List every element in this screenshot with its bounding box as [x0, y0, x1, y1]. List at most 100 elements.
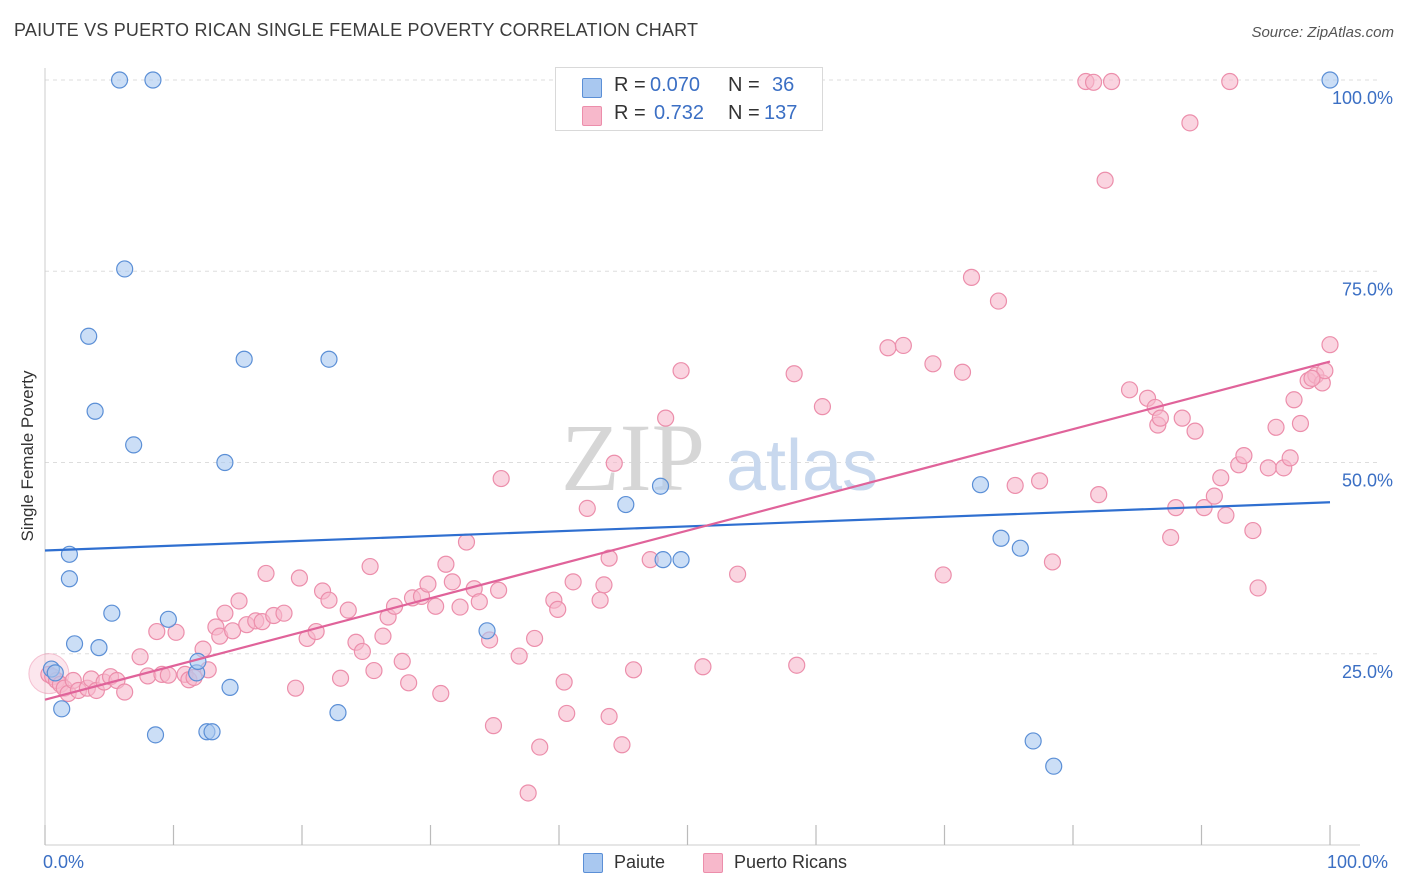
paiute-swatch-icon	[582, 78, 602, 98]
puerto-rican-point	[116, 683, 134, 701]
paiute-point	[221, 678, 239, 697]
x-tick-label-min: 0.0%	[43, 852, 85, 872]
puerto-rican-point	[813, 398, 832, 416]
puerto-rican-point	[600, 707, 618, 726]
r-value: 0.070	[650, 74, 701, 96]
puerto-rican-point	[1244, 521, 1262, 540]
puerto-rican-point	[167, 623, 185, 641]
puerto-rican-point	[216, 604, 234, 622]
puerto-rican-point	[1096, 171, 1114, 189]
puerto-rican-point	[1259, 459, 1277, 477]
puerto-rican-point	[361, 557, 379, 576]
puerto-rican-point	[1043, 553, 1062, 571]
paiute-point	[672, 551, 690, 569]
puerto-rican-point	[393, 652, 411, 671]
puerto-rican-point	[451, 598, 469, 616]
puerto-ricans-swatch-icon	[582, 106, 602, 126]
puerto-rican-point	[657, 409, 675, 427]
n-label: N =	[728, 102, 760, 124]
puerto-rican-point	[1321, 336, 1339, 354]
paiute-point	[159, 610, 177, 628]
puerto-rican-point	[549, 600, 567, 618]
puerto-rican-point	[555, 673, 573, 691]
puerto-rican-point	[962, 268, 981, 286]
puerto-rican-point	[785, 365, 803, 383]
trend-layer	[44, 360, 1331, 701]
paiute-point	[992, 529, 1010, 547]
puerto-rican-point	[1084, 73, 1103, 91]
puerto-rican-point	[492, 469, 510, 488]
n-value: 36	[772, 74, 795, 96]
puerto-rican-point	[578, 499, 596, 517]
puerto-rican-point	[437, 555, 455, 573]
puerto-rican-point	[148, 622, 166, 641]
puerto-rican-point	[331, 669, 350, 687]
puerto-rican-point	[374, 627, 392, 645]
paiute-point	[216, 453, 234, 472]
paiute-point	[320, 350, 338, 368]
watermark-atlas: atlas	[726, 426, 878, 506]
puerto-rican-point	[1212, 469, 1230, 487]
puerto-rican-point	[1186, 422, 1204, 440]
puerto-rican-point	[224, 622, 242, 640]
legend-label-paiute: Paiute	[614, 852, 666, 872]
puerto-rican-point	[470, 593, 488, 611]
r-value: 0.732	[654, 102, 705, 124]
puerto-rican-point	[419, 575, 437, 593]
axis-layer	[44, 68, 1360, 846]
puerto-rican-point	[595, 576, 613, 594]
paiute-legend-swatch-icon	[583, 853, 603, 873]
puerto-rican-point	[275, 604, 293, 622]
puerto-rican-point	[1285, 391, 1303, 409]
puerto-rican-point	[591, 591, 609, 609]
watermark: ZIP atlas	[561, 404, 878, 511]
puerto-rican-trend-line	[44, 360, 1331, 701]
paiute-point	[654, 551, 672, 569]
puerto-rican-point	[1173, 409, 1191, 427]
puerto-rican-point	[365, 661, 383, 680]
puerto-rican-point	[490, 581, 508, 599]
puerto-rican-point	[320, 591, 338, 609]
stats-row-paiute: R = 0.070 N = 36	[556, 74, 822, 102]
puerto-rican-point	[1102, 72, 1121, 91]
paiute-point	[329, 704, 347, 722]
puerto-rican-point	[1006, 476, 1024, 495]
stats-row-puerto-ricans: R = 0.732 N = 137	[556, 102, 822, 130]
paiute-point	[1045, 757, 1063, 775]
paiute-point	[1024, 732, 1042, 750]
puerto-rican-point	[457, 533, 476, 551]
puerto-rican-point	[286, 679, 305, 697]
puerto-rican-point	[510, 647, 528, 665]
puerto-rican-point	[1030, 472, 1049, 490]
puerto-rican-point	[894, 336, 912, 355]
paiute-point	[478, 622, 496, 640]
x-tick-label-max: 100.0%	[1327, 852, 1389, 872]
puerto-rican-point	[1267, 418, 1285, 436]
paiute-point	[116, 260, 134, 278]
puerto-rican-point	[443, 573, 461, 591]
legend-label-puerto-ricans: Puerto Ricans	[734, 852, 848, 872]
paiute-point	[651, 477, 670, 495]
puerto-ricans-legend-swatch-icon	[703, 853, 723, 873]
paiute-point	[90, 639, 108, 657]
puerto-rican-point	[1120, 381, 1139, 399]
paiute-point	[46, 664, 64, 682]
puerto-rican-point	[1162, 528, 1180, 547]
puerto-rican-point	[1221, 72, 1239, 91]
puerto-rican-point	[924, 355, 942, 373]
paiute-point	[1321, 71, 1339, 89]
paiute-point	[60, 570, 79, 588]
puerto-rican-point	[1090, 486, 1108, 504]
paiute-point	[1011, 539, 1029, 557]
puerto-rican-point	[525, 629, 544, 648]
puerto-rican-point	[558, 704, 576, 723]
paiute-point	[203, 723, 221, 741]
paiute-point	[53, 700, 71, 718]
paiute-point	[971, 476, 990, 494]
puerto-rican-point	[672, 362, 690, 380]
paiute-point	[144, 71, 162, 89]
puerto-rican-point	[1249, 579, 1267, 597]
puerto-rican-point	[290, 569, 309, 587]
paiute-point	[617, 495, 635, 514]
